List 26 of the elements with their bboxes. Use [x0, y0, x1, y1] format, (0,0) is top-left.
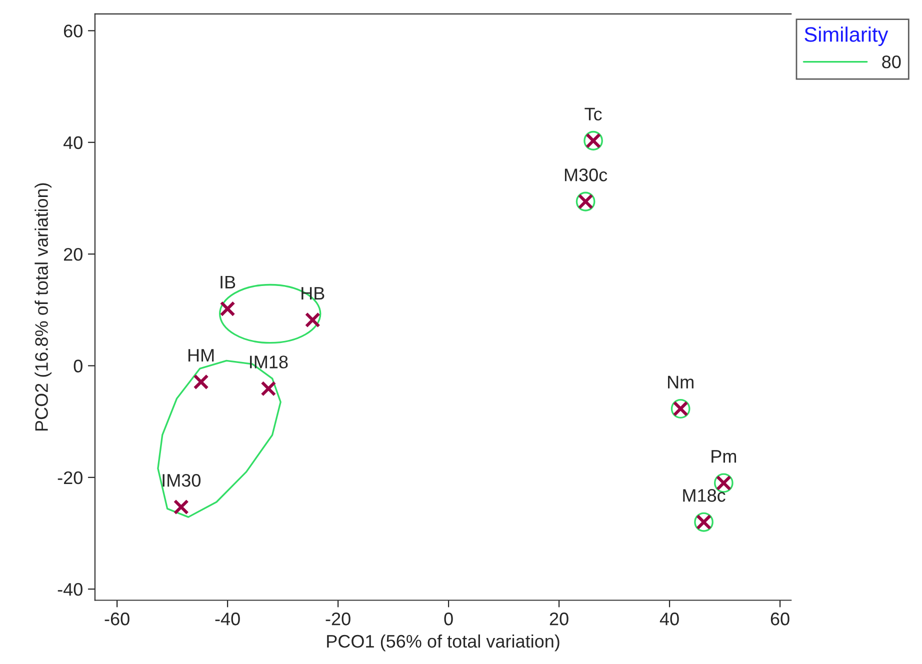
y-axis-title: PCO2 (16.8% of total variation): [34, 183, 52, 431]
y-tick-label: -20: [58, 471, 82, 484]
y-tick-label: -40: [58, 583, 82, 596]
y-tick-label: 40: [63, 136, 82, 150]
y-tick-label: 20: [64, 248, 82, 261]
annotation: Pm: [712, 450, 736, 463]
annotation: Tc: [584, 108, 602, 120]
y-tick-label: 0: [74, 360, 82, 372]
annotation: IB: [220, 276, 236, 288]
x-tick-label: -40: [215, 612, 240, 626]
x-tick-label: -60: [104, 612, 130, 626]
x-tick-label: 0: [444, 612, 453, 626]
x-tick-label: 40: [660, 612, 679, 626]
annotation: HM: [188, 349, 214, 362]
y-tick-label: 60: [64, 24, 82, 38]
legend-title: Similarity: [804, 26, 888, 46]
annotation: M18c: [683, 489, 726, 502]
x-tick-label: 60: [770, 612, 790, 626]
x-axis-title: PCO1 (56% of total variation): [327, 634, 560, 652]
x-tick-label: 20: [550, 612, 568, 626]
annotation: IM18: [250, 356, 288, 368]
legend-label: 80: [882, 56, 901, 68]
x-tick-label: -20: [326, 612, 350, 626]
annotation: M30c: [564, 168, 608, 182]
annotation: Nm: [668, 376, 694, 388]
annotation: IM30: [162, 474, 201, 487]
